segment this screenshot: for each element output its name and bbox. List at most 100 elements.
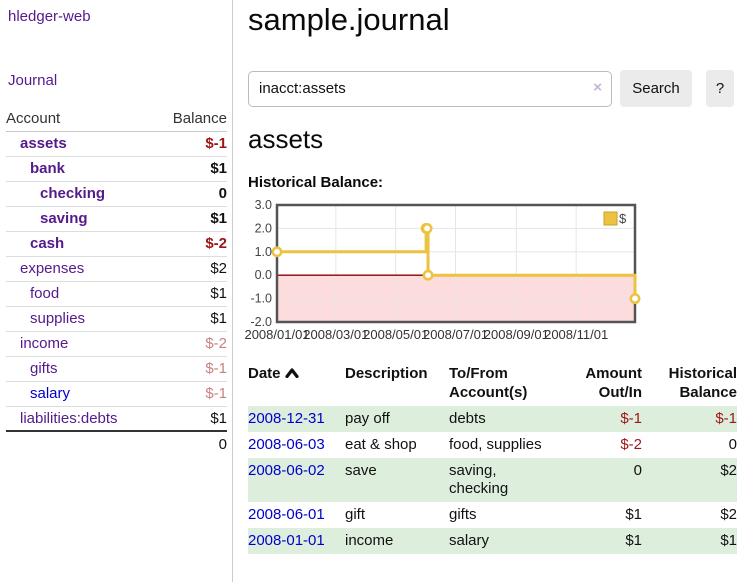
transaction-accounts: saving, checking bbox=[449, 462, 509, 497]
transaction-historical-balance: $2 bbox=[720, 462, 737, 479]
y-tick-label: 0.0 bbox=[255, 268, 272, 282]
account-balance: $-1 bbox=[205, 360, 227, 377]
account-row: salary $-1 bbox=[6, 380, 227, 406]
transaction-description: income bbox=[345, 532, 394, 549]
account-balance: $-1 bbox=[205, 385, 227, 402]
transaction-date-link[interactable]: 2008-12-31 bbox=[248, 410, 325, 427]
account-row: cash $-2 bbox=[6, 230, 227, 256]
transaction-date-link[interactable]: 2008-06-02 bbox=[248, 462, 325, 479]
account-balance: $1 bbox=[210, 285, 227, 302]
account-balance: $1 bbox=[210, 210, 227, 227]
x-tick-label: 2008/07/01 bbox=[423, 327, 488, 342]
register-row: 2008-06-02 save saving, checking 0 $2 bbox=[248, 458, 737, 502]
page-title: sample.journal bbox=[248, 2, 450, 37]
register-row: 2008-01-01 income salary $1 $1 bbox=[248, 528, 737, 554]
register-row: 2008-12-31 pay off debts $-1 $-1 bbox=[248, 406, 737, 432]
header-line: Out/In bbox=[598, 384, 642, 401]
account-row: expenses $2 bbox=[6, 255, 227, 281]
account-balance: $1 bbox=[210, 409, 227, 427]
x-tick-label: 2008/03/01 bbox=[303, 327, 368, 342]
header-line: Date bbox=[248, 364, 339, 383]
x-tick-label: 2008/09/01 bbox=[484, 327, 549, 342]
search-input[interactable] bbox=[248, 70, 612, 107]
account-link-saving[interactable]: saving bbox=[40, 210, 88, 227]
data-point bbox=[422, 269, 434, 281]
account-balance: $-1 bbox=[205, 135, 227, 152]
x-tick-label: 2008/05/01 bbox=[363, 327, 428, 342]
register-row: 2008-06-01 gift gifts $1 $2 bbox=[248, 502, 737, 528]
sort-ascending-icon bbox=[284, 368, 299, 378]
register-col-amount: Amount Out/In bbox=[579, 362, 642, 406]
account-row: gifts $-1 bbox=[6, 355, 227, 381]
transaction-amount: $-2 bbox=[620, 436, 642, 453]
app-brand-link[interactable]: hledger-web bbox=[8, 8, 91, 25]
transaction-historical-balance: $1 bbox=[720, 532, 737, 549]
transaction-date-link[interactable]: 2008-06-03 bbox=[248, 436, 325, 453]
transaction-date-link[interactable]: 2008-01-01 bbox=[248, 532, 325, 549]
chart-border bbox=[275, 203, 637, 324]
transaction-description: eat & shop bbox=[345, 436, 417, 453]
account-row: bank $1 bbox=[6, 155, 227, 181]
account-row: food $1 bbox=[6, 280, 227, 306]
transaction-accounts: salary bbox=[449, 532, 490, 549]
account-row: income $-2 bbox=[6, 330, 227, 356]
transaction-historical-balance: $2 bbox=[720, 506, 737, 523]
accounts-col-account: Account bbox=[6, 106, 155, 132]
accounts-total-row: 0 bbox=[6, 430, 227, 456]
header-line: Account(s) bbox=[449, 384, 528, 401]
transaction-description: save bbox=[345, 462, 377, 479]
account-link-income[interactable]: income bbox=[20, 335, 69, 352]
transaction-amount: $-1 bbox=[620, 410, 642, 427]
account-link-supplies[interactable]: supplies bbox=[30, 310, 86, 327]
historical-balance-chart: $3.0 2.0 1.0 0.0 -1.0 -2.02008/01/012008/03/0… bbox=[244, 198, 641, 342]
header-line: Description bbox=[345, 365, 428, 382]
clear-search-icon[interactable]: × bbox=[593, 78, 602, 96]
transaction-amount: 0 bbox=[633, 462, 642, 479]
account-link-liabilities-debts[interactable]: liabilities:debts bbox=[20, 409, 118, 427]
account-row: liabilities:debts $1 bbox=[6, 405, 227, 431]
x-tick-label: 2008/11/01 bbox=[544, 327, 608, 342]
accounts-table: Account Balance assets $-1 bank $1 checking 0… bbox=[6, 106, 227, 456]
account-balance: $1 bbox=[210, 310, 227, 327]
transaction-historical-balance: 0 bbox=[728, 436, 737, 453]
transaction-historical-balance: $-1 bbox=[715, 410, 737, 427]
data-point bbox=[629, 293, 641, 305]
account-link-gifts[interactable]: gifts bbox=[30, 360, 58, 377]
header-line: Amount bbox=[585, 365, 642, 382]
account-link-cash[interactable]: cash bbox=[30, 235, 65, 252]
transaction-amount: $1 bbox=[625, 532, 642, 549]
account-link-food[interactable]: food bbox=[30, 285, 60, 302]
account-row: saving $1 bbox=[6, 205, 227, 231]
x-tick-label: 2008/01/01 bbox=[244, 327, 309, 342]
account-link-expenses[interactable]: expenses bbox=[20, 260, 85, 277]
account-row: supplies $1 bbox=[6, 305, 227, 331]
register-col-description: Description bbox=[345, 362, 449, 406]
account-row: checking 0 bbox=[6, 180, 227, 206]
accounts-total: 0 bbox=[154, 430, 227, 456]
transaction-accounts: debts bbox=[449, 410, 486, 427]
data-point bbox=[271, 246, 283, 258]
register-col-historical: Historical Balance bbox=[642, 362, 737, 406]
account-row: assets $-1 bbox=[6, 131, 227, 156]
header-line: Balance bbox=[679, 384, 737, 401]
data-point bbox=[421, 222, 433, 234]
y-tick-label: -2.0 bbox=[250, 315, 272, 329]
transaction-date-link[interactable]: 2008-06-01 bbox=[248, 506, 325, 523]
legend-swatch bbox=[603, 211, 618, 226]
accounts-col-balance: Balance bbox=[154, 106, 227, 132]
account-link-checking[interactable]: checking bbox=[40, 185, 106, 202]
search-button[interactable]: Search bbox=[620, 70, 692, 107]
transaction-amount: $1 bbox=[625, 506, 642, 523]
register-col-to-from: To/From Account(s) bbox=[449, 362, 579, 406]
account-link-bank[interactable]: bank bbox=[30, 160, 66, 177]
account-balance: $2 bbox=[210, 260, 227, 277]
account-link-salary[interactable]: salary bbox=[30, 385, 71, 402]
account-balance: $-2 bbox=[205, 235, 227, 252]
register-col-date[interactable]: Date bbox=[248, 362, 345, 406]
help-button[interactable]: ? bbox=[706, 70, 734, 107]
header-line: Historical bbox=[668, 365, 737, 382]
transaction-accounts: gifts bbox=[449, 506, 477, 523]
sidebar-item-journal[interactable]: Journal bbox=[8, 72, 58, 89]
account-link-assets[interactable]: assets bbox=[20, 135, 67, 152]
transaction-accounts: food, supplies bbox=[449, 436, 542, 453]
